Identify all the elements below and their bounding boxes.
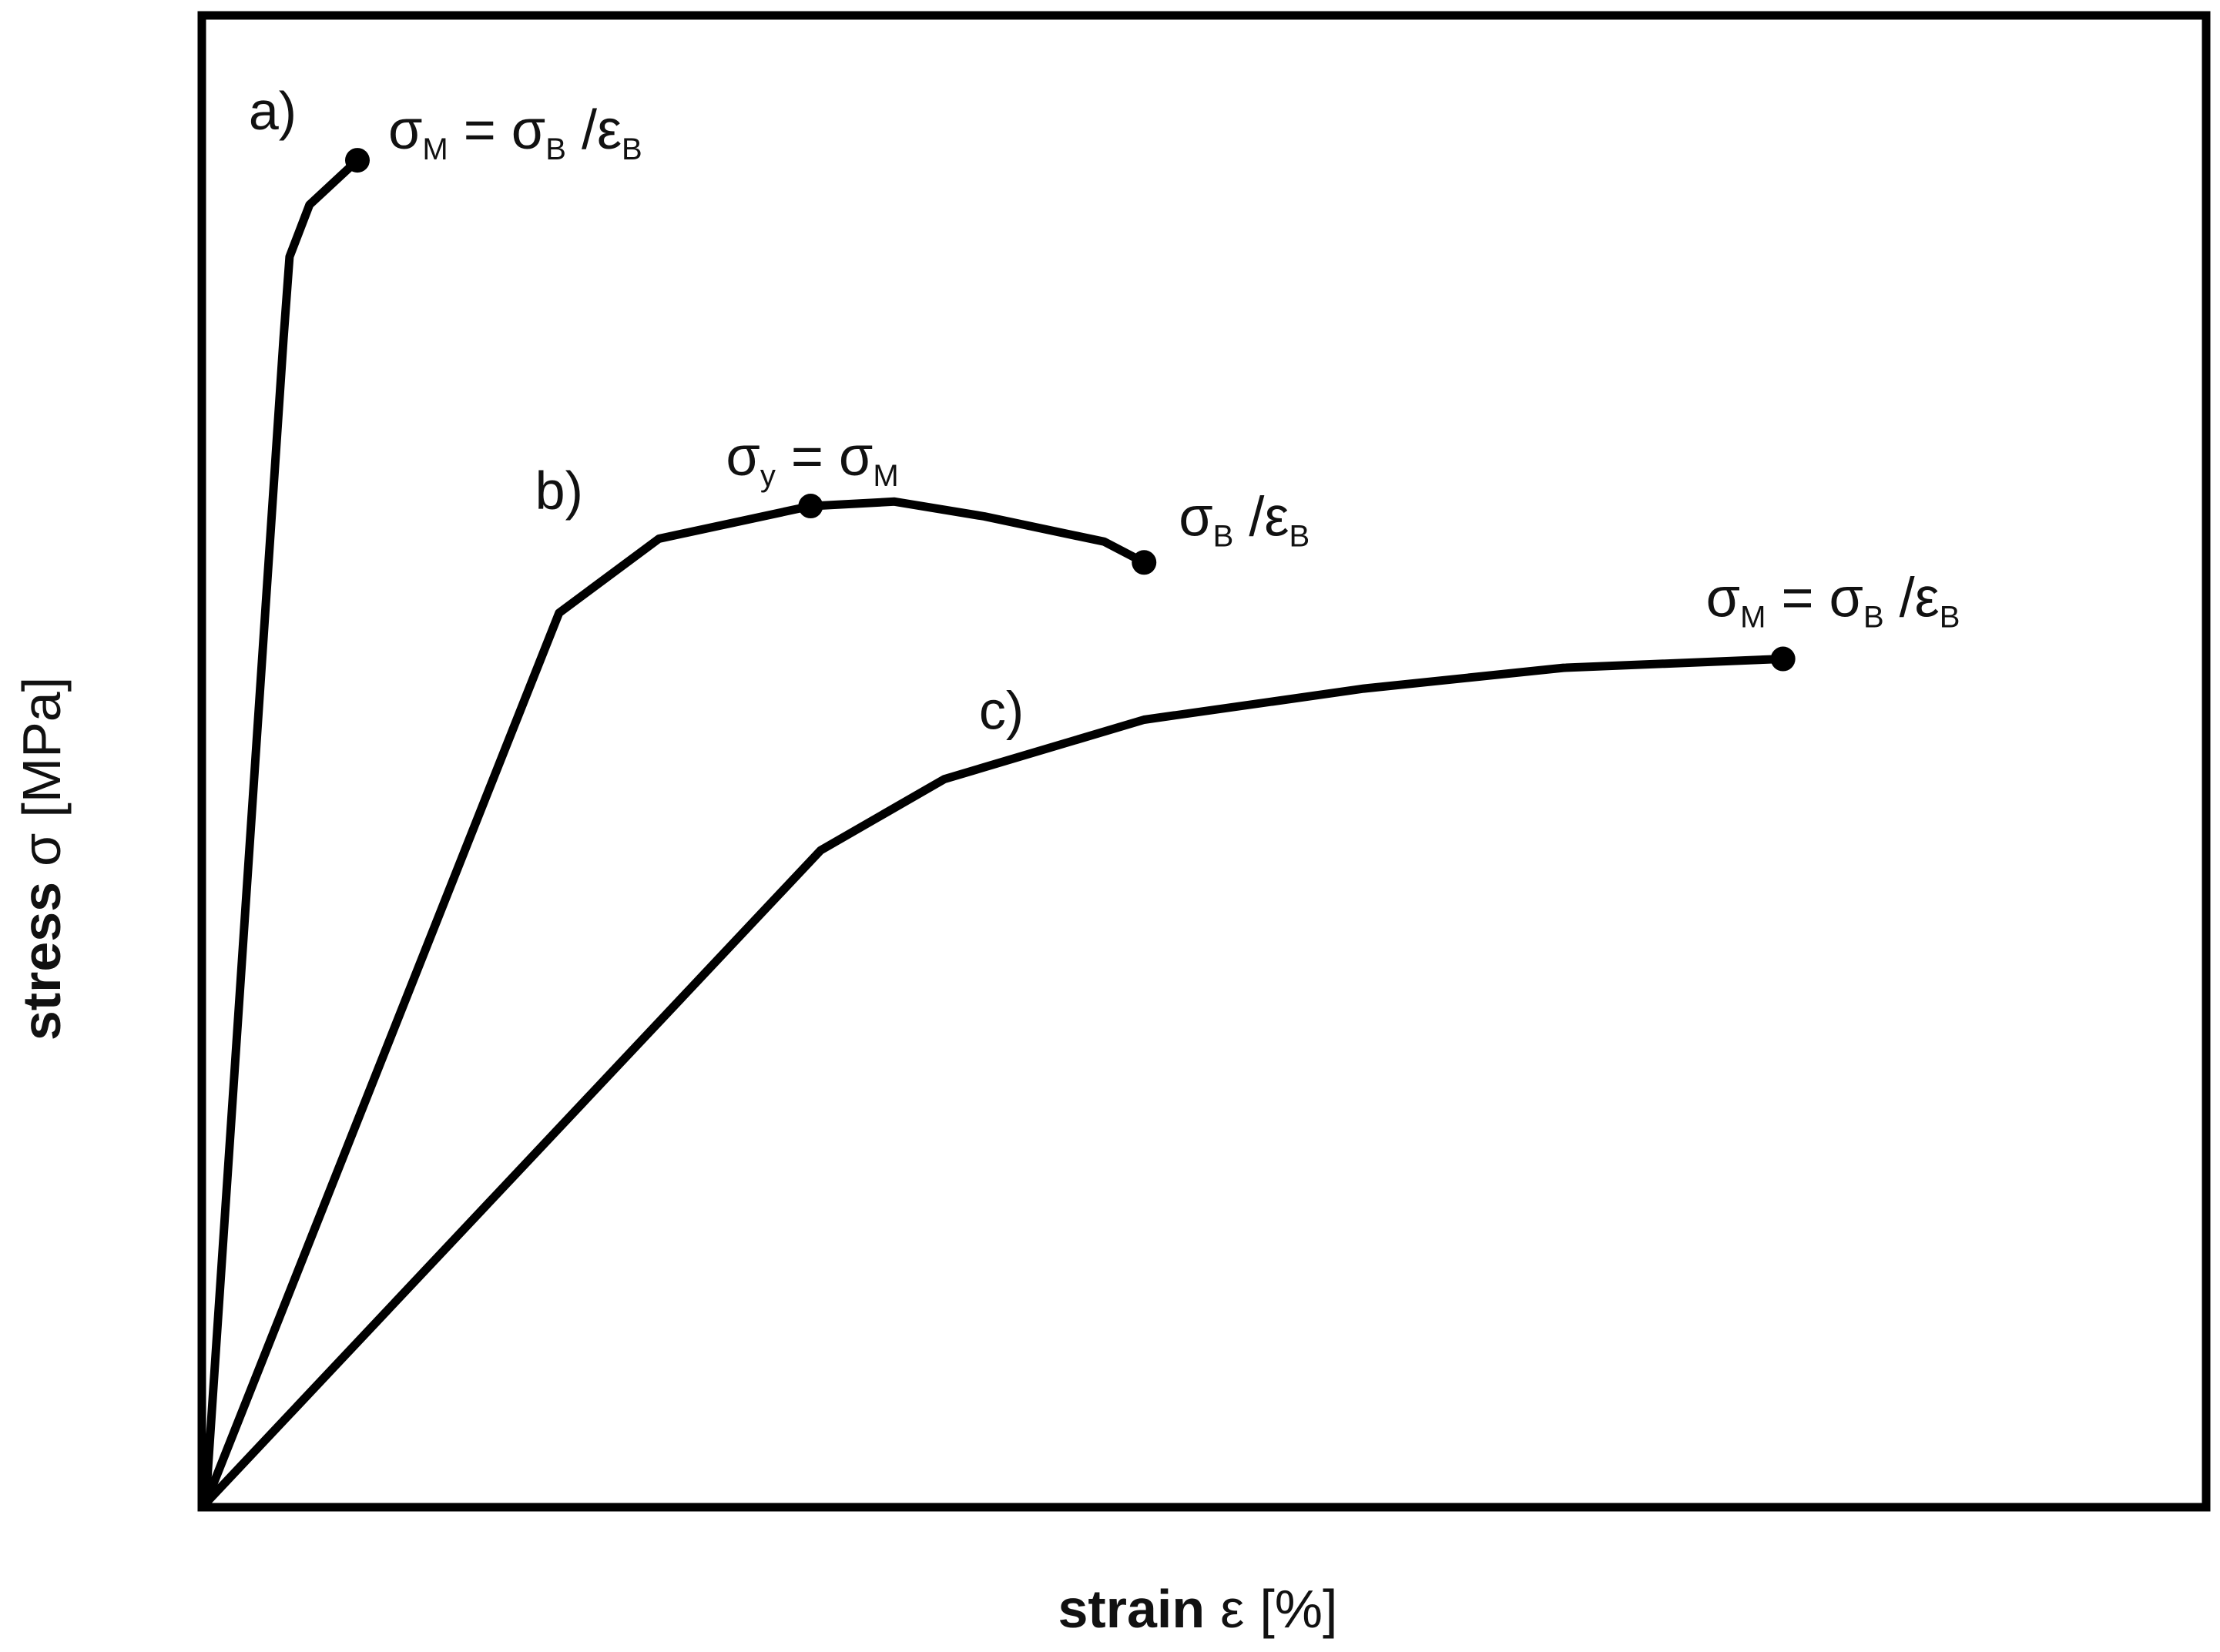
curve-a — [201, 156, 362, 1508]
curve-label-b: b) — [535, 461, 583, 521]
curve-b — [201, 497, 1149, 1508]
curve-c — [201, 655, 1788, 1508]
markers-layer — [344, 148, 1796, 672]
marker-a-0 — [344, 148, 370, 173]
labels-layer: a) σM = σB /εB b) σy = σM σB /εB c) σM = σB /ε… — [249, 81, 1960, 741]
curves-layer — [201, 156, 1788, 1508]
marker-b-0 — [798, 494, 823, 519]
plot-frame — [197, 11, 2211, 1512]
annotation-b-0: σy = σM — [726, 426, 898, 493]
marker-b-1 — [1132, 550, 1157, 575]
y-axis-label: stressσ[MPa] — [12, 677, 72, 1040]
x-axis-label: strain ε [%] — [1058, 1579, 1338, 1639]
curve-label-a: a) — [249, 81, 297, 141]
curve-label-c: c) — [979, 681, 1024, 741]
annotation-b-1: σB /εB — [1179, 486, 1310, 553]
annotation-a-0: σM = σB /εB — [388, 99, 642, 166]
marker-c-0 — [1770, 646, 1796, 672]
annotation-c-0: σM = σB /εB — [1706, 568, 1960, 635]
